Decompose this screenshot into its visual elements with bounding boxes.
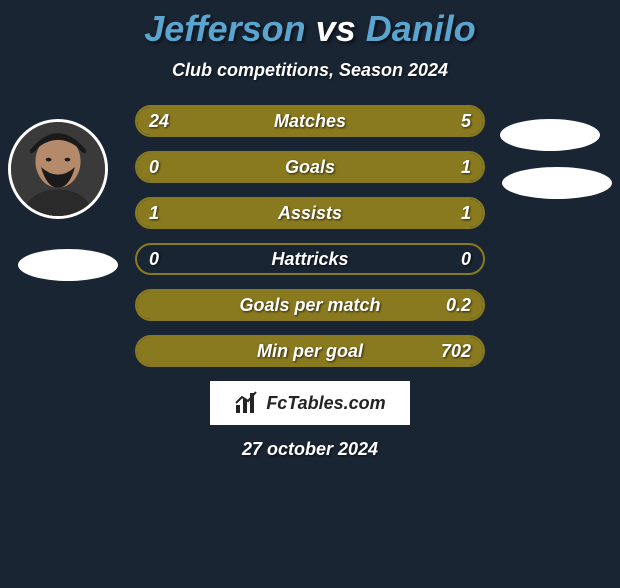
stat-row: 1Assists1 (135, 197, 485, 229)
vs-word: vs (316, 8, 356, 49)
player2-name: Danilo (366, 8, 476, 49)
stat-row: Min per goal702 (135, 335, 485, 367)
stat-row: Goals per match0.2 (135, 289, 485, 321)
stat-value-right: 1 (461, 157, 471, 178)
subtitle: Club competitions, Season 2024 (0, 60, 620, 81)
stat-row: 0Goals1 (135, 151, 485, 183)
stat-label: Min per goal (137, 341, 483, 362)
player1-name: Jefferson (144, 8, 305, 49)
comparison-stage: 24Matches50Goals11Assists10Hattricks0Goa… (0, 105, 620, 367)
stat-value-right: 0 (461, 249, 471, 270)
player2-club-badge (502, 167, 612, 199)
stat-label: Assists (137, 203, 483, 224)
branding-text: FcTables.com (266, 393, 385, 414)
stat-label: Goals (137, 157, 483, 178)
stat-value-right: 1 (461, 203, 471, 224)
page-title: Jefferson vs Danilo (0, 8, 620, 50)
stat-row: 0Hattricks0 (135, 243, 485, 275)
generated-date: 27 october 2024 (0, 439, 620, 460)
stat-label: Hattricks (137, 249, 483, 270)
stat-value-right: 702 (441, 341, 471, 362)
stats-rows: 24Matches50Goals11Assists10Hattricks0Goa… (135, 105, 485, 367)
chart-icon (234, 391, 258, 415)
branding-banner: FcTables.com (210, 381, 410, 425)
stat-value-right: 0.2 (446, 295, 471, 316)
stat-label: Goals per match (137, 295, 483, 316)
stat-label: Matches (137, 111, 483, 132)
stat-row: 24Matches5 (135, 105, 485, 137)
stat-value-right: 5 (461, 111, 471, 132)
player1-club-badge (18, 249, 118, 281)
player2-avatar-placeholder (500, 119, 600, 151)
player1-avatar (8, 119, 108, 219)
